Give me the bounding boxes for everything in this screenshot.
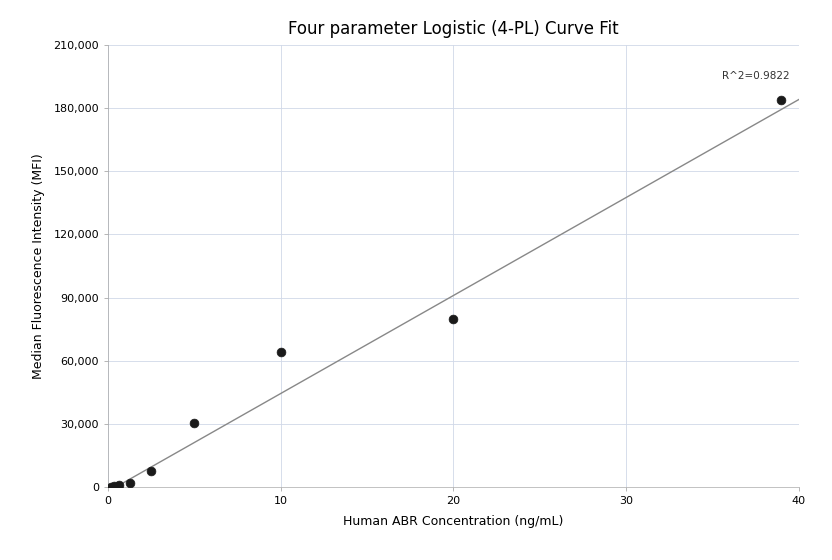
Point [447, 314, 460, 323]
Point [775, 95, 788, 104]
Point [123, 479, 136, 488]
X-axis label: Human ABR Concentration (ng/mL): Human ABR Concentration (ng/mL) [344, 515, 563, 528]
Point [104, 482, 117, 491]
Point [106, 482, 120, 491]
Text: R^2=0.9822: R^2=0.9822 [722, 71, 790, 81]
Point [275, 348, 288, 357]
Title: Four parameter Logistic (4-PL) Curve Fit: Four parameter Logistic (4-PL) Curve Fit [288, 20, 619, 38]
Point [188, 418, 201, 427]
Point [112, 481, 126, 490]
Y-axis label: Median Fluorescence Intensity (MFI): Median Fluorescence Intensity (MFI) [32, 153, 45, 379]
Point [145, 467, 158, 476]
